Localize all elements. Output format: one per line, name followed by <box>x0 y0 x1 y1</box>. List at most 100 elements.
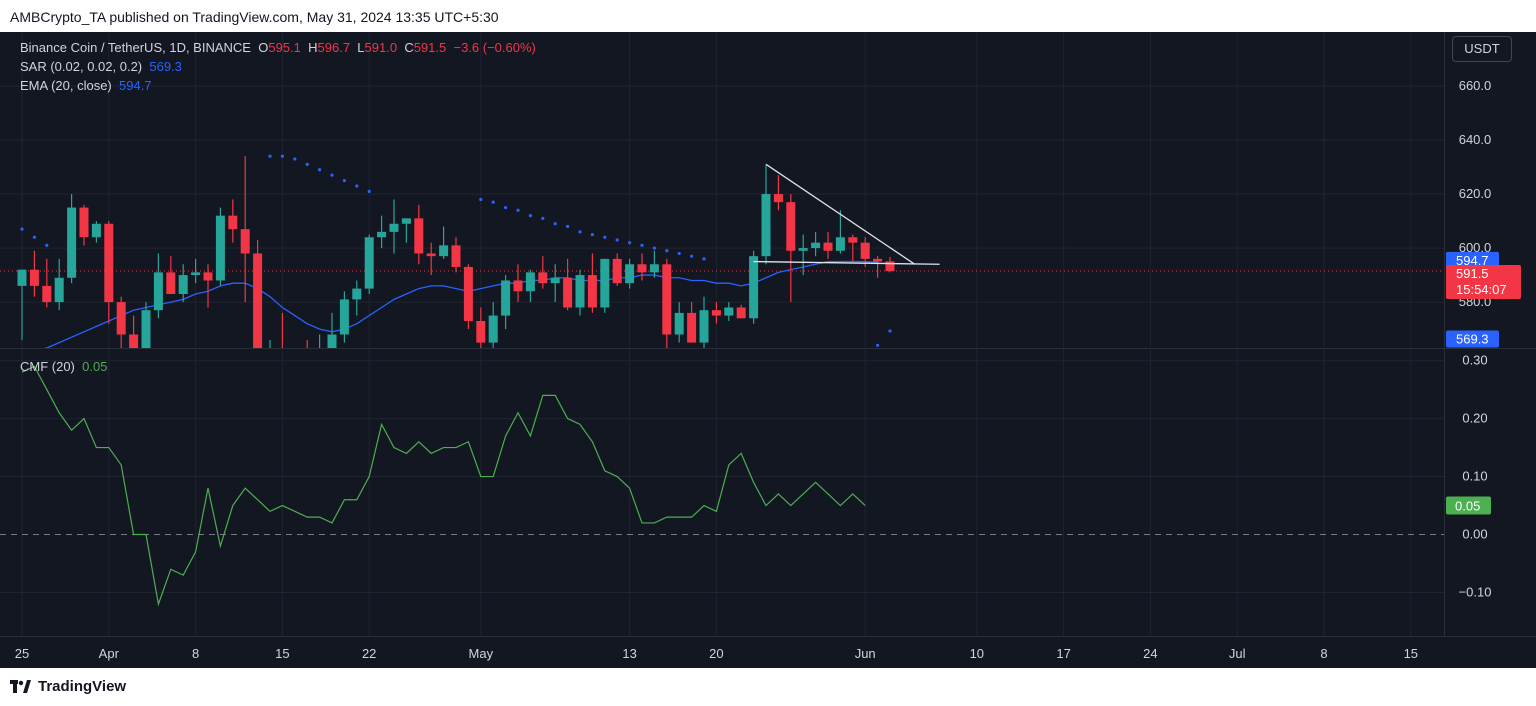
candle-body <box>612 258 622 284</box>
footer-bar: TradingView <box>0 668 1536 706</box>
candle-body <box>104 223 114 303</box>
sar-dot <box>32 235 37 239</box>
cmf-y-tick-label: −0.10 <box>1459 585 1492 600</box>
candle-body <box>848 237 858 243</box>
open-value: 595.1 <box>268 40 301 55</box>
sar-dot <box>541 216 545 220</box>
x-tick-label: 17 <box>1056 646 1070 661</box>
currency-button[interactable]: USDT <box>1452 36 1512 62</box>
ohlc-legend: Binance Coin / TetherUS, 1D, BINANCE O59… <box>20 40 536 55</box>
x-tick-label: 15 <box>275 646 289 661</box>
price-label: 594.7 <box>1456 253 1489 268</box>
y-tick-label: 620.0 <box>1459 186 1492 201</box>
candle-body <box>203 272 213 281</box>
sar-dot <box>590 232 595 237</box>
sar-dot <box>268 154 272 158</box>
sar-value: 569.3 <box>149 59 182 74</box>
chart-background <box>0 32 1536 668</box>
sar-dot <box>603 235 607 239</box>
trendline <box>765 163 916 265</box>
x-tick-label: 24 <box>1143 646 1157 661</box>
sar-dot <box>342 178 346 183</box>
candle-body <box>451 245 461 267</box>
cmf-y-tick-label: 0.20 <box>1462 411 1487 426</box>
candle-body <box>253 253 263 348</box>
candle-body <box>414 218 424 254</box>
sar-dot <box>615 238 619 242</box>
candle-body <box>476 320 486 343</box>
candle-body <box>501 280 511 316</box>
candle-body <box>873 258 883 262</box>
change-value: −3.6 (−0.60%) <box>453 40 536 55</box>
candle-body <box>364 237 374 289</box>
x-tick-label: May <box>469 646 494 661</box>
trading-chart[interactable]: 25 Apr 8 15 22 May 13 20 Jun 10 17 24 Jul 8 15580.0600… <box>0 32 1536 668</box>
cmf-line <box>21 365 866 607</box>
x-tick-label: Apr <box>99 646 120 661</box>
cmf-y-tick-label: 0.10 <box>1462 469 1487 484</box>
candle-body <box>240 229 250 254</box>
candle-body <box>860 242 870 259</box>
candle-body <box>191 272 201 276</box>
sar-dot <box>640 243 644 247</box>
ema-line <box>43 260 878 348</box>
price-label-bg <box>1446 330 1499 348</box>
sar-legend[interactable]: SAR (0.02, 0.02, 0.2) 569.3 <box>20 59 182 74</box>
candle-body <box>550 277 560 284</box>
candle-body <box>129 334 139 348</box>
tradingview-logo-icon <box>10 679 31 693</box>
candle-body <box>488 315 498 343</box>
sar-dot <box>491 200 495 204</box>
candle-body <box>811 242 821 249</box>
candle-body <box>67 207 77 278</box>
sar-dot <box>702 257 706 261</box>
support-line <box>753 260 940 265</box>
candle-body <box>401 218 411 224</box>
publisher-header: AMBCrypto_TA published on TradingView.co… <box>0 0 1536 32</box>
candle-body <box>662 264 672 335</box>
candle-body <box>389 223 399 232</box>
candle-body <box>786 202 796 251</box>
candle-body <box>637 264 647 273</box>
sar-dot <box>45 243 49 247</box>
candle-body <box>178 275 188 294</box>
candle-body <box>228 215 238 230</box>
cmf-value-label-bg <box>1446 496 1491 515</box>
candle-body <box>79 207 89 238</box>
candle-body <box>711 310 721 316</box>
candle-body <box>513 280 523 292</box>
x-tick-label: 8 <box>192 646 199 661</box>
x-tick-label: 10 <box>970 646 984 661</box>
candle-body <box>835 237 845 251</box>
ema-legend[interactable]: EMA (20, close) 594.7 <box>20 78 152 93</box>
tradingview-logo: TradingView <box>10 678 126 695</box>
candle-body <box>439 245 449 257</box>
sar-dot <box>888 329 892 333</box>
cmf-value-label: 0.05 <box>1455 499 1480 514</box>
cmf-y-tick-label: 0.30 <box>1462 353 1487 368</box>
ema-value: 594.7 <box>119 78 152 93</box>
sar-dot <box>876 343 880 347</box>
sar-dot <box>367 189 371 193</box>
cmf-value: 0.05 <box>82 359 108 374</box>
candle-body <box>153 272 163 311</box>
candle-body <box>377 231 387 238</box>
sar-dot <box>628 241 632 245</box>
sar-dot <box>553 222 557 226</box>
sar-dot <box>280 154 284 158</box>
candle-body <box>563 277 573 308</box>
x-tick-label: Jul <box>1229 646 1246 661</box>
close-value: 591.5 <box>413 40 447 55</box>
x-tick-label: 22 <box>362 646 376 661</box>
x-tick-label: Jun <box>855 646 876 661</box>
candle-body <box>166 272 176 294</box>
symbol-name[interactable]: Binance Coin / TetherUS, 1D, BINANCE <box>20 40 251 55</box>
sar-dot <box>305 162 309 166</box>
candle-body <box>736 307 746 319</box>
candle-body <box>649 264 659 273</box>
price-label-bg <box>1446 265 1521 300</box>
cmf-legend[interactable]: CMF (20) 0.05 <box>20 359 108 374</box>
candle-body <box>525 272 535 292</box>
candle-body <box>116 302 126 335</box>
candle-body <box>538 272 548 284</box>
